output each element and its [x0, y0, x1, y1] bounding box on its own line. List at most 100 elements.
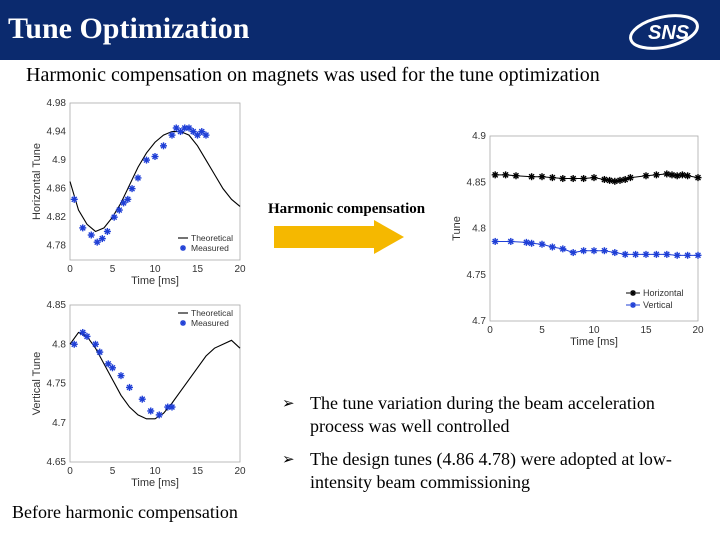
page-title: Tune Optimization: [8, 12, 250, 45]
y-tick-label: 4.9: [472, 131, 486, 142]
x-tick-label: 0: [67, 466, 73, 477]
legend-label-horizontal: Horizontal: [643, 288, 684, 298]
y-tick-label: 4.7: [52, 418, 66, 429]
legend-label-measured: Measured: [191, 243, 229, 253]
y-tick-label: 4.85: [467, 177, 487, 188]
series-point-vertical: [600, 247, 608, 255]
y-tick-label: 4.7: [472, 316, 486, 327]
measured-point: [155, 411, 163, 419]
series-point-horizontal: [684, 172, 692, 180]
measured-point: [198, 128, 206, 136]
arrow-bullet-icon: ➢: [282, 394, 295, 412]
x-tick-label: 5: [110, 466, 116, 477]
y-tick-label: 4.94: [47, 127, 67, 138]
bullet-item: ➢ The design tunes (4.86 4.78) were adop…: [282, 448, 712, 494]
plot-frame: [69, 304, 241, 463]
measured-point: [128, 185, 136, 193]
measured-point: [126, 383, 133, 391]
bullet-text: The tune variation during the beam accel…: [310, 393, 655, 436]
measured-point: [147, 407, 155, 415]
measured-point: [115, 206, 123, 214]
series-point-horizontal: [642, 172, 650, 180]
x-tick-label: 10: [588, 325, 600, 336]
bullet-list: ➢ The tune variation during the beam acc…: [282, 392, 712, 504]
y-axis-label: Horizontal Tune: [32, 143, 43, 220]
series-point-horizontal: [548, 174, 556, 182]
measured-point: [87, 231, 95, 239]
series-point-vertical: [507, 237, 515, 245]
series-point-horizontal: [678, 171, 686, 179]
series-point-horizontal: [491, 171, 499, 179]
series-point-horizontal: [512, 172, 520, 180]
logo-text: SNS: [648, 22, 690, 44]
series-point-horizontal: [652, 171, 660, 179]
measured-point: [202, 131, 210, 139]
series-point-horizontal: [621, 175, 629, 183]
caption: Before harmonic compensation: [12, 502, 238, 522]
y-axis-label: Vertical Tune: [32, 352, 43, 416]
series-point-vertical: [673, 251, 681, 259]
arrow-label: Harmonic compensation: [268, 201, 426, 217]
measured-point: [189, 128, 197, 136]
horizontal-tune-chart: 0 5 10 15 20 4.78 4.82 4.86 4.9 4.94 4.98 Time [ms]…: [31, 95, 254, 290]
measured-point: [109, 364, 116, 372]
measured-point: [93, 238, 101, 246]
y-tick-label: 4.86: [47, 184, 67, 195]
y-tick-label: 4.75: [467, 270, 487, 281]
y-tick-label: 4.98: [47, 98, 67, 109]
measured-point: [98, 235, 106, 243]
measured-point: [160, 142, 167, 150]
legend-label-vertical: Vertical: [643, 300, 673, 310]
x-tick-label: 5: [110, 264, 116, 275]
series-point-vertical: [491, 237, 499, 245]
y-tick-label: 4.78: [47, 241, 67, 252]
series-point-horizontal: [663, 170, 671, 178]
series-point-horizontal: [668, 171, 676, 179]
x-tick-label: 0: [487, 325, 493, 336]
legend-swatch-measured: [180, 320, 186, 326]
series-point-horizontal: [606, 176, 614, 184]
series-point-vertical: [663, 250, 671, 258]
series-point-vertical: [694, 251, 702, 259]
series-point-horizontal: [528, 173, 536, 181]
measured-point: [79, 224, 87, 232]
series-point-horizontal: [673, 172, 681, 180]
measured-point: [138, 395, 146, 403]
slide-subtitle: Harmonic compensation on magnets was use…: [26, 64, 600, 86]
measured-point: [70, 340, 78, 348]
legend-label-theoretical: Theoretical: [191, 233, 233, 243]
legend-swatch-measured: [180, 245, 186, 251]
series-point-vertical: [548, 243, 556, 251]
measured-point: [134, 174, 142, 182]
x-tick-label: 15: [192, 466, 204, 477]
legend-label-theoretical: Theoretical: [191, 308, 233, 318]
measured-point: [92, 340, 99, 348]
series-point-horizontal: [569, 175, 577, 183]
series-point-horizontal: [559, 175, 567, 183]
x-tick-label: 20: [234, 466, 246, 477]
measured-point: [143, 156, 150, 164]
y-tick-label: 4.9: [52, 155, 66, 166]
header-bar: Tune Optimization SNS: [0, 0, 720, 60]
series-point-vertical: [569, 249, 577, 257]
sns-logo: SNS: [629, 14, 699, 50]
series-point-horizontal: [616, 176, 624, 184]
x-axis-label: Time [ms]: [570, 336, 618, 348]
x-axis-label: Time [ms]: [131, 275, 179, 287]
x-tick-label: 10: [149, 466, 161, 477]
compensated-tune-chart: 0 5 10 15 20 4.7 4.75 4.8 4.85 4.9 Time [ms] Tune Ho…: [451, 128, 710, 353]
plot-frame: [489, 135, 699, 322]
measured-point: [168, 403, 176, 411]
series-point-horizontal: [502, 171, 510, 179]
y-axis-label: Tune: [452, 216, 463, 241]
measured-point: [70, 195, 78, 203]
x-tick-label: 20: [234, 264, 246, 275]
measured-point: [103, 227, 111, 235]
x-axis-label: Time [ms]: [131, 477, 179, 489]
bullet-item: ➢ The tune variation during the beam acc…: [282, 392, 712, 438]
series-point-vertical: [632, 250, 640, 258]
x-tick-label: 20: [692, 325, 704, 336]
y-tick-label: 4.8: [52, 339, 66, 350]
measured-point: [110, 213, 118, 221]
legend-marker-vertical: [630, 302, 636, 308]
